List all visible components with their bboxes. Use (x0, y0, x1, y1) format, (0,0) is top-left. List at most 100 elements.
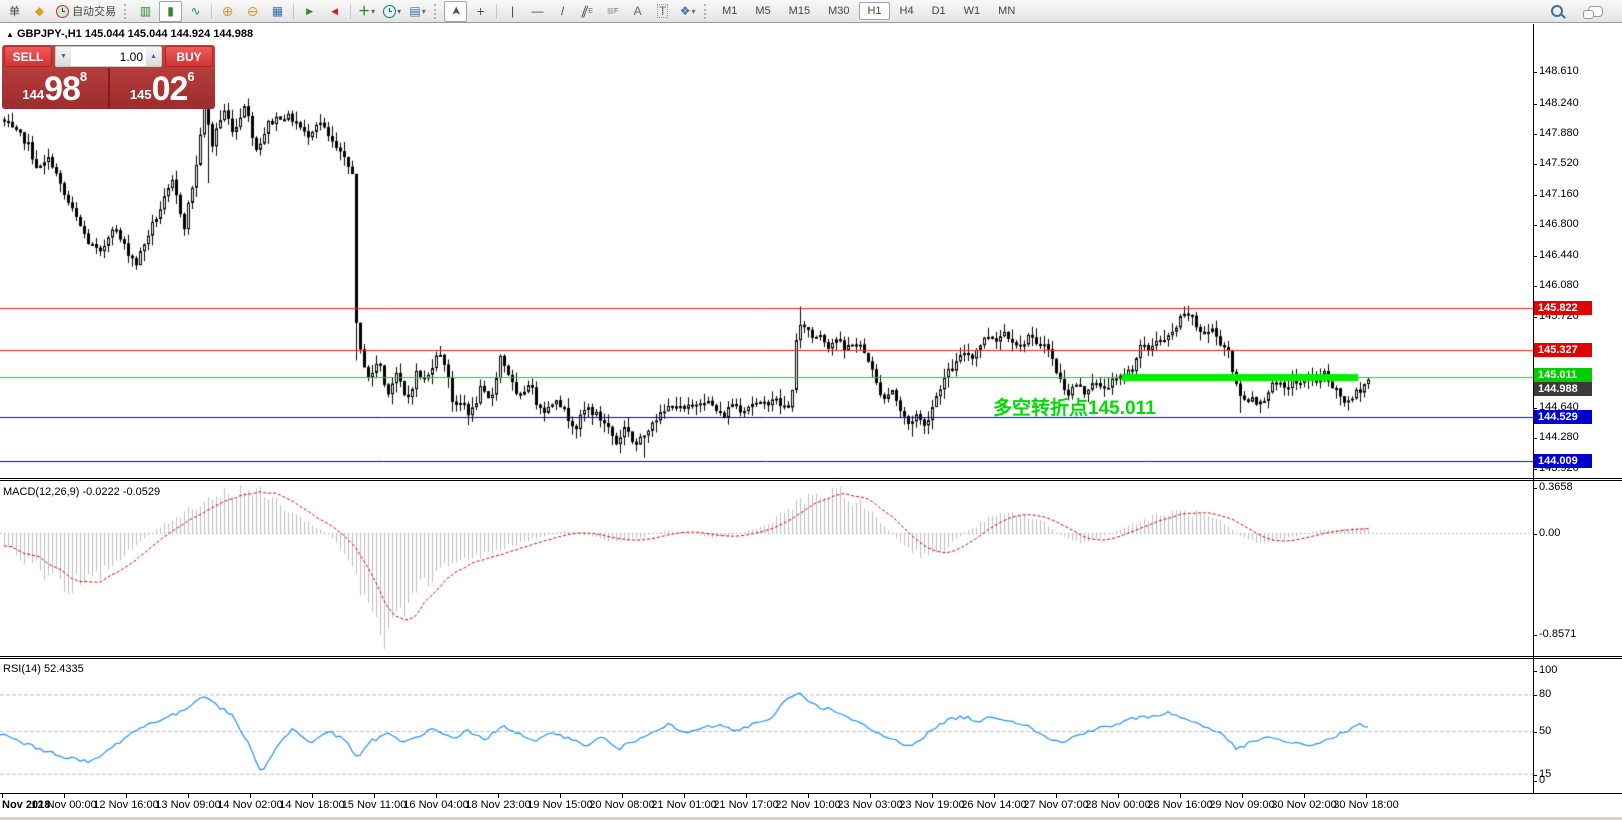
arrows-button[interactable]: ❖ ▾ (679, 4, 696, 18)
buy-button[interactable]: BUY (165, 46, 213, 67)
timeframe-m30[interactable]: M30 (828, 5, 850, 17)
toolbar-separator (211, 3, 213, 19)
templates-button[interactable]: ▤ ▾ (409, 4, 426, 18)
chat-icon (1583, 5, 1603, 19)
periods-button[interactable]: ▾ (380, 1, 404, 22)
volume-stepper: ▼ ▲ (55, 46, 162, 67)
symbol-ohlc-values: 145.044 145.044 144.924 144.988 (84, 28, 254, 40)
crosshair-button[interactable]: + (476, 3, 485, 19)
cursor-button[interactable]: ➤ (444, 0, 468, 22)
timeframe-toolbar: M1 M5 M15 M30 H1 H4 D1 W1 MN (713, 2, 1024, 20)
rsi-axis-label: 15 (1532, 767, 1552, 780)
time-axis-tick (250, 794, 251, 798)
rsi-indicator-label: RSI(14) 52.4335 (3, 663, 84, 675)
indicators-button[interactable]: ＋ ▾ (358, 4, 376, 18)
time-axis-tick (64, 794, 65, 798)
toolbar-grip (434, 3, 439, 19)
time-axis-tick (436, 794, 437, 798)
price-axis-tick: 148.240 (1533, 96, 1579, 109)
volume-increase-button[interactable]: ▲ (146, 47, 161, 66)
price-axis-tick: 144.640 (1533, 400, 1579, 413)
toolbar-grip (124, 3, 129, 19)
time-axis-label: 23 Nov 19:00 (899, 799, 965, 811)
time-axis-label: 20 Nov 08:00 (589, 799, 655, 811)
zoom-out-button[interactable]: ⊖ (246, 3, 259, 19)
bar-chart-button[interactable]: ▥ (139, 4, 152, 18)
time-axis-tick (994, 794, 995, 798)
toolbar-grip (704, 3, 709, 19)
volume-input[interactable] (71, 48, 146, 65)
time-axis-label: 21 Nov 17:00 (713, 799, 779, 811)
sell-price[interactable]: 144 98 8 (2, 68, 110, 108)
trendline-button[interactable]: / (560, 4, 565, 18)
toolbar-separator (496, 3, 498, 19)
price-line-label: 145.327 (1534, 342, 1592, 357)
price-chart-canvas[interactable] (0, 24, 1533, 478)
time-axis-label: 21 Nov 01:00 (651, 799, 717, 811)
price-axis-tick: 147.520 (1533, 157, 1579, 170)
symbol-marker-icon: ▲ (6, 30, 14, 39)
time-axis-tick (1242, 794, 1243, 798)
price-axis-tick: 148.610 (1533, 65, 1579, 78)
time-axis-tick (932, 794, 933, 798)
time-axis-tick (374, 794, 375, 798)
sell-button[interactable]: SELL (4, 46, 52, 67)
time-axis-tick (1180, 794, 1181, 798)
candlestick-chart-button[interactable]: ▮ (159, 0, 183, 22)
channel-button[interactable]: ∥ E (579, 4, 593, 18)
time-axis-tick (498, 794, 499, 798)
time-axis-label: Nov 2018 (2, 799, 51, 811)
new-order-button[interactable]: 单 (9, 6, 20, 18)
time-axis-label: 28 Nov 00:00 (1085, 799, 1151, 811)
rsi-pane-canvas[interactable] (0, 660, 1533, 793)
symbol-name: GBPJPY-,H1 (16, 28, 82, 40)
time-axis: Nov 2018 12 Nov 00:00 12 Nov 16:00 13 Nov 0… (0, 793, 1622, 817)
time-axis-label: 30 Nov 02:00 (1271, 799, 1337, 811)
time-axis-tick (1056, 794, 1057, 798)
macd-axis-label: 0.00 (1532, 527, 1561, 539)
search-button[interactable] (1545, 1, 1568, 22)
timeframe-w1[interactable]: W1 (963, 5, 981, 17)
tile-windows-button[interactable]: ▦ (271, 4, 284, 18)
text-label-button[interactable]: T (656, 4, 669, 18)
price-line-label: 145.011 (1534, 367, 1592, 382)
time-axis-tick (312, 794, 313, 798)
new-order-icon[interactable]: ◆ (34, 4, 45, 18)
time-axis-label: 18 Nov 23:00 (465, 799, 531, 811)
volume-decrease-button[interactable]: ▼ (56, 47, 71, 66)
fibonacci-button[interactable]: ≡ F (606, 4, 619, 18)
macd-axis-label: -0.8571 (1532, 628, 1577, 640)
chart-shift-button[interactable]: ◀ (331, 5, 339, 16)
line-chart-button[interactable]: ∿ (190, 4, 201, 18)
pivot-annotation-text: 多空转折点145.011 (993, 398, 1156, 419)
timeframe-m15[interactable]: M15 (788, 5, 811, 17)
time-axis-tick (1304, 794, 1305, 798)
time-axis-tick (808, 794, 809, 798)
vertical-line-button[interactable]: | (511, 4, 515, 18)
toolbar-separator (350, 3, 352, 19)
macd-indicator-label: MACD(12,26,9) -0.0222 -0.0529 (3, 486, 161, 498)
time-axis-tick (746, 794, 747, 798)
pane-separator[interactable] (0, 656, 1622, 659)
buy-price[interactable]: 145 02 6 (129, 69, 195, 108)
timeframe-mn[interactable]: MN (998, 5, 1016, 17)
timeframe-h1[interactable]: H1 (859, 2, 890, 20)
chat-button[interactable] (1583, 1, 1607, 22)
timeframe-h4[interactable]: H4 (899, 5, 914, 17)
rsi-axis-label: 50 (1532, 725, 1552, 737)
horizontal-line-button[interactable]: — (531, 4, 544, 18)
search-icon (1550, 5, 1563, 17)
symbol-ohlc-info: ▲ GBPJPY-,H1 145.044 145.044 144.924 144… (6, 28, 253, 40)
timeframe-d1[interactable]: D1 (931, 5, 946, 17)
autotrade-button[interactable]: 自动交易 (53, 1, 119, 22)
timeframe-m1[interactable]: M1 (722, 5, 738, 17)
text-button[interactable]: A (633, 4, 642, 18)
macd-pane-canvas[interactable] (0, 482, 1533, 656)
auto-scroll-button[interactable]: ▶ (306, 5, 314, 16)
timeframe-m5[interactable]: M5 (755, 5, 771, 17)
time-axis-label: 19 Nov 15:00 (527, 799, 593, 811)
time-axis-label: 12 Nov 16:00 (93, 799, 159, 811)
pane-separator[interactable] (0, 478, 1622, 481)
zoom-in-button[interactable]: ⊕ (221, 3, 234, 19)
